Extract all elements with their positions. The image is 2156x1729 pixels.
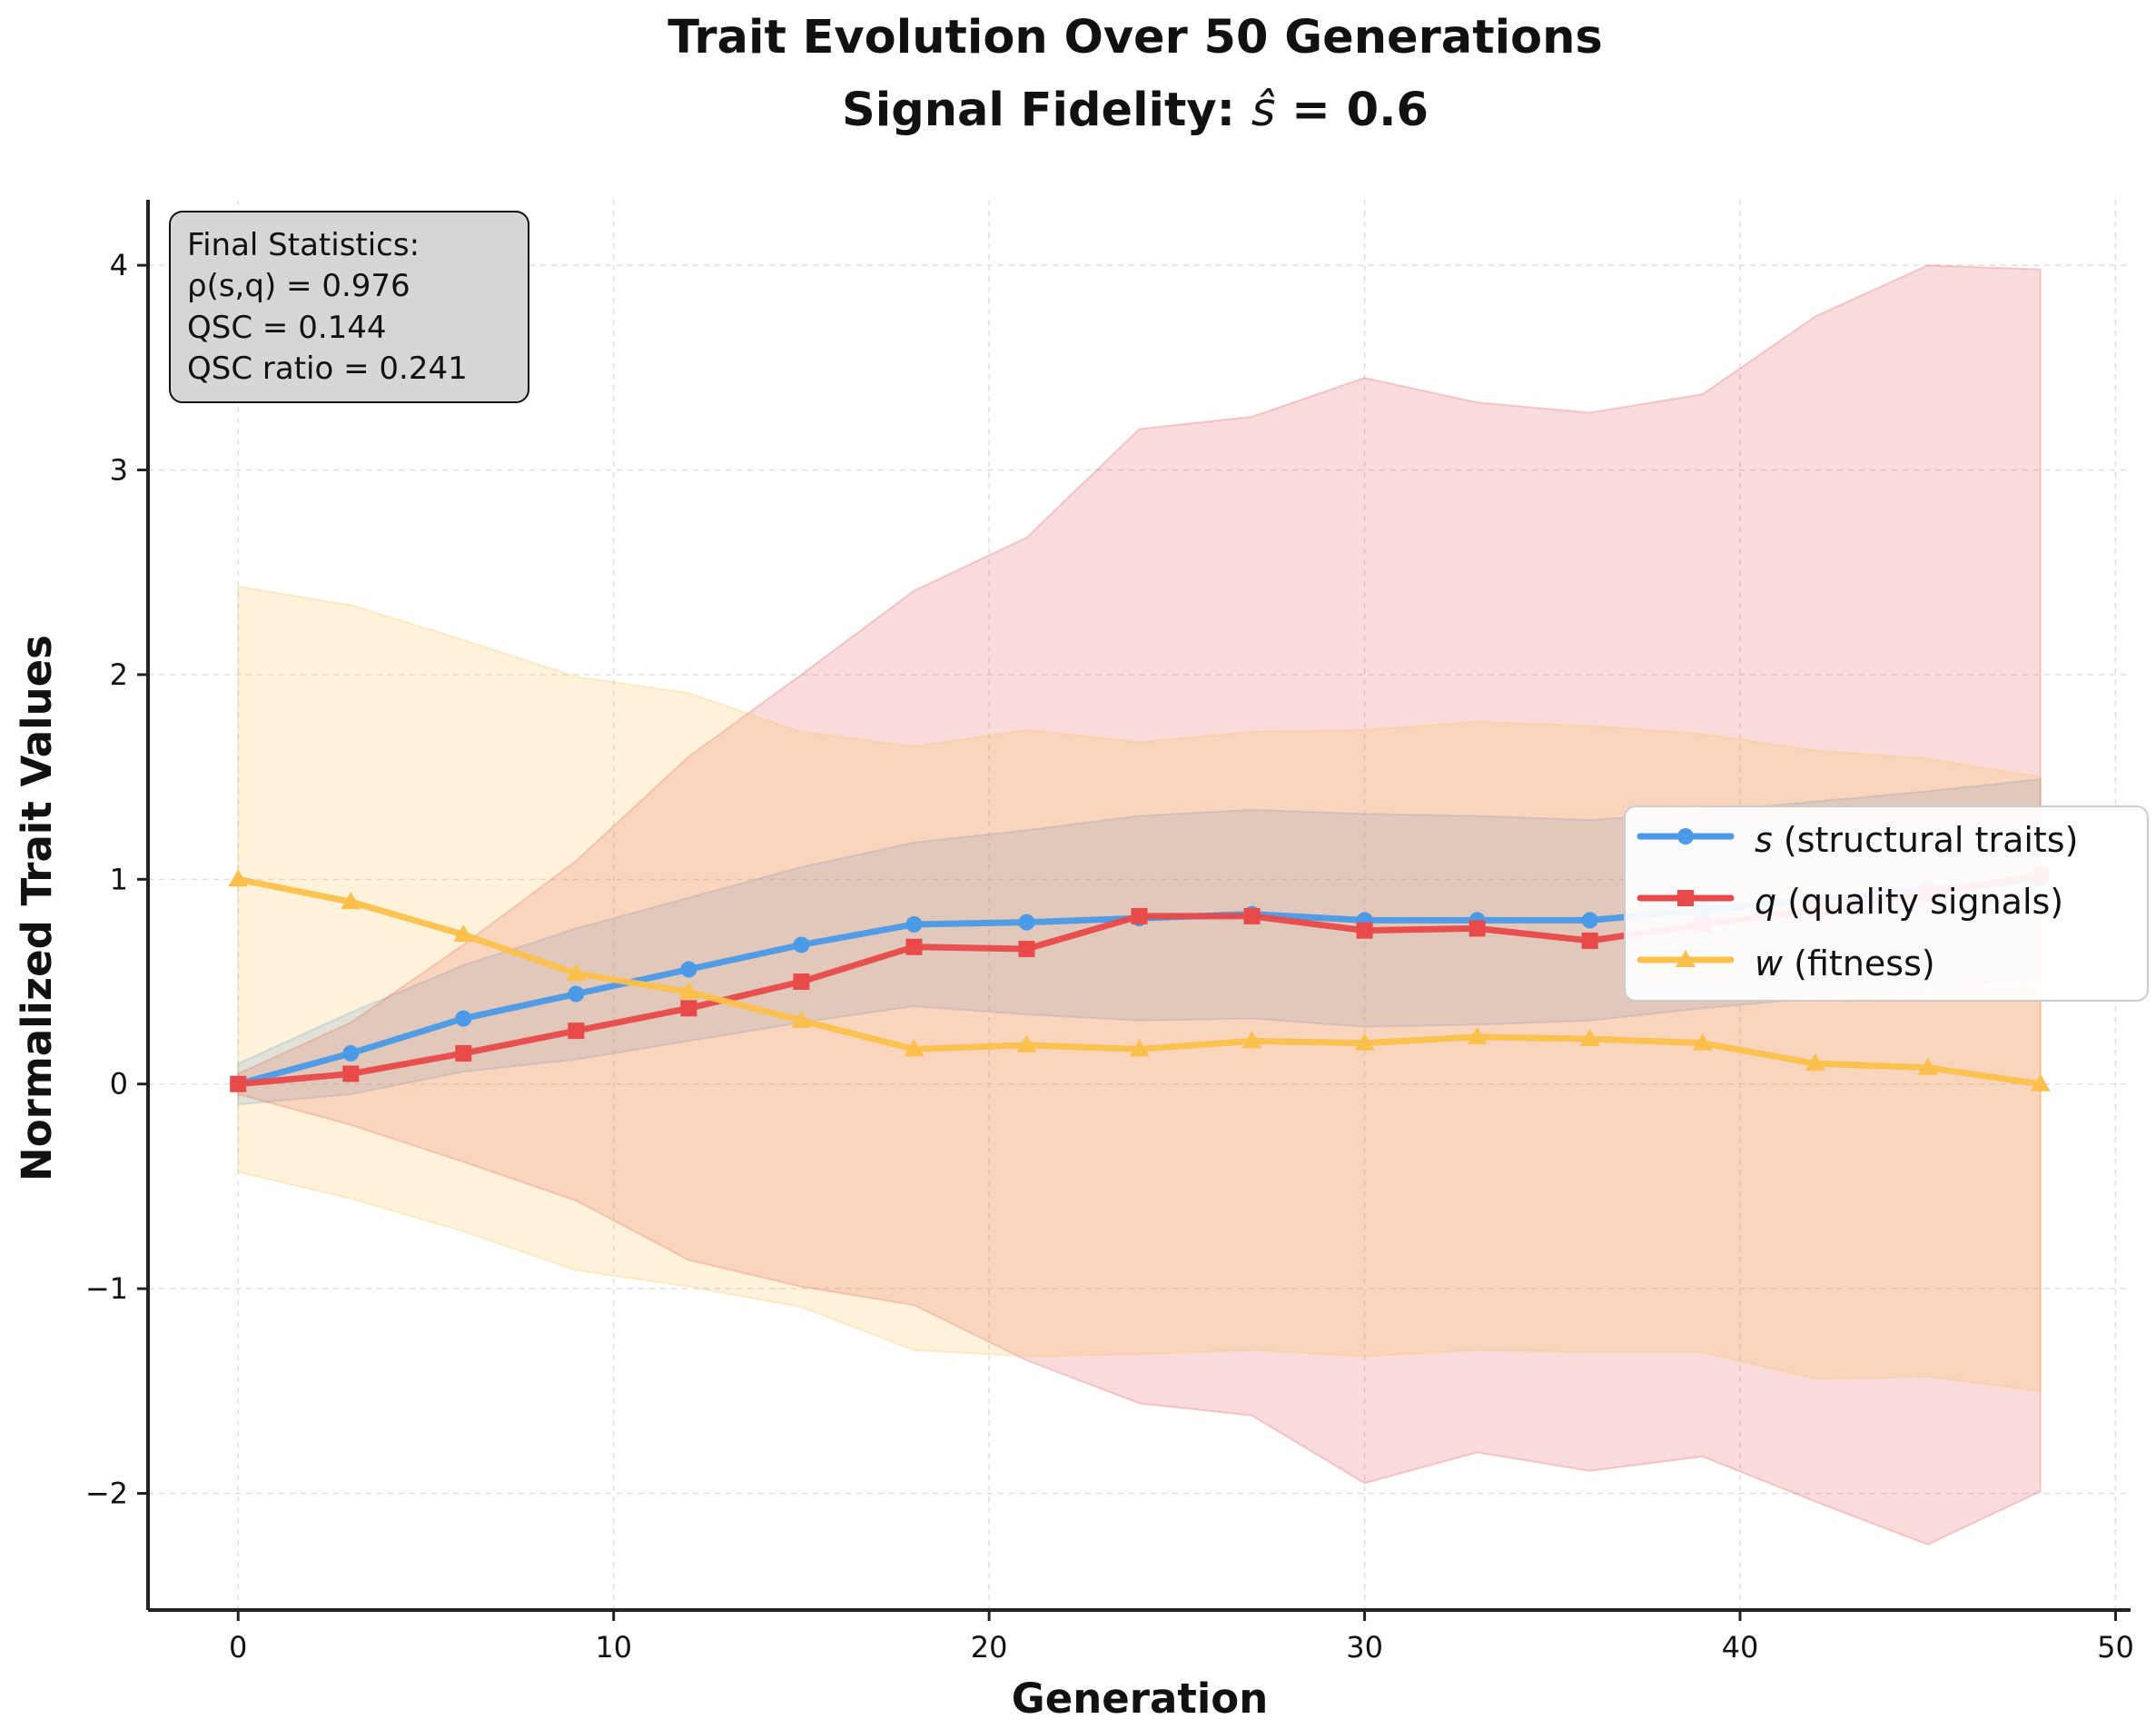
title-prefix: Signal Fidelity: [842,84,1251,137]
point-w [791,1010,812,1028]
y-tick-label: 1 [110,862,128,896]
stats-line-3: QSC = 0.144 [187,310,387,346]
x-tick-label: 0 [229,1630,247,1665]
stats-line-2: ρ(s,q) = 0.976 [187,268,410,304]
title-suffix: = 0.6 [1275,84,1429,137]
y-tick-label: 0 [110,1067,128,1102]
confidence-bands [237,264,2042,1546]
stats-line-1: Final Statistics: [187,227,420,263]
legend-symbol-q: q [1755,882,1776,922]
legend-symbol-s: s [1755,820,1773,860]
point-w [1917,1057,1938,1075]
legend-marker-q [1677,890,1694,906]
stats-line-4: QSC ratio = 0.241 [187,351,468,387]
chart-title-line2: Signal Fidelity: ŝ = 0.6 [842,84,1429,137]
axis-ticks: 0 10 20 30 40 50 −2 −1 0 1 2 3 4 [85,248,2134,1665]
x-tick-label: 30 [1346,1630,1383,1665]
point-w [341,892,361,910]
legend: s (structural traits) q (quality signals… [1624,805,2149,1002]
point-w [1129,1039,1150,1057]
x-axis-label: Generation [1012,1675,1268,1723]
point-s [342,1044,360,1062]
band-w [237,585,2042,1392]
stats-box: Final Statistics: ρ(s,q) = 0.976 QSC = 0… [169,211,529,403]
y-tick-label: 3 [110,453,128,488]
point-q [793,973,810,991]
point-w [2030,1073,2051,1092]
point-s [455,1010,472,1027]
point-q [568,1023,585,1040]
point-q [1469,920,1486,937]
x-tick-label: 40 [1722,1630,1759,1665]
legend-rest-q: (quality signals) [1776,882,2063,922]
point-q [230,1075,247,1092]
point-w [1579,1029,1600,1047]
point-q [680,1000,697,1017]
point-q [1243,907,1261,924]
point-q [1018,940,1035,957]
legend-rest-s: (structural traits) [1773,820,2079,860]
x-tick-label: 50 [2097,1630,2134,1665]
point-w [1016,1034,1037,1052]
y-tick-label: −1 [85,1271,128,1306]
chart-title-line1: Trait Evolution Over 50 Generations [668,11,1603,64]
point-w [228,869,249,887]
point-s [680,961,697,978]
band-q [237,264,2042,1546]
point-w [678,982,699,1000]
point-s [1581,912,1598,929]
point-w [904,1039,925,1057]
point-q [342,1065,360,1082]
legend-label-q: q (quality signals) [1755,882,2063,922]
x-tick-label: 20 [971,1630,1008,1665]
point-w [1467,1026,1488,1044]
legend-background [1624,805,2149,1002]
stats-box-background [169,211,529,403]
legend-marker-s [1677,828,1694,845]
point-q [905,938,923,955]
point-s [1018,914,1035,931]
y-tick-label: 2 [110,657,128,692]
point-q [1131,907,1148,924]
x-tick-label: 10 [595,1630,632,1665]
point-s [793,936,810,953]
legend-label-w: w (fitness) [1755,944,1935,983]
y-axis-label: Normalized Trait Values [13,635,61,1181]
y-tick-label: 4 [110,248,128,282]
point-w [1241,1031,1262,1049]
point-q [1581,932,1598,949]
legend-symbol-w: w [1755,944,1784,983]
point-q [455,1044,472,1062]
legend-marker-w [1676,950,1696,967]
point-s [568,985,585,1003]
point-s [905,915,923,933]
legend-label-s: s (structural traits) [1755,820,2078,860]
point-w [453,924,474,943]
point-w [1805,1053,1825,1072]
title-symbol: ŝ [1251,84,1276,137]
legend-rest-w: (fitness) [1783,944,1935,983]
legend-swatches [1637,828,1735,967]
y-tick-label: −2 [85,1477,128,1511]
point-w [1354,1032,1375,1051]
point-q [1356,922,1373,939]
point-w [566,963,587,982]
point-w [1692,1032,1713,1051]
